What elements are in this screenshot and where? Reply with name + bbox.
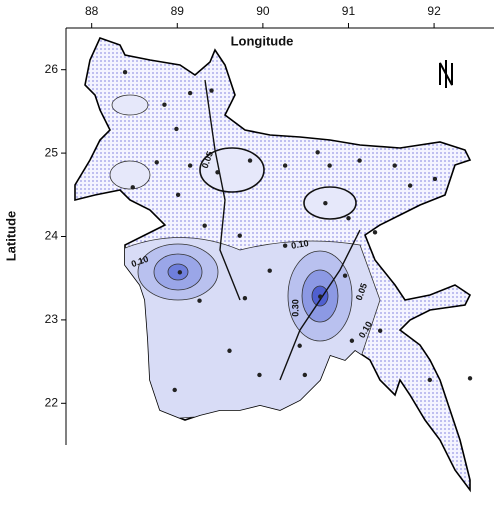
station: [342, 273, 348, 278]
station: [392, 163, 397, 168]
station: [202, 223, 207, 228]
station: [242, 296, 248, 301]
station: [175, 192, 181, 197]
station: [377, 328, 383, 333]
station: [122, 70, 128, 75]
x-axis-label: Longitude: [231, 33, 294, 48]
x-tick-label: 91: [342, 4, 356, 18]
station: [407, 183, 413, 188]
y-tick-label: 23: [45, 312, 59, 326]
station: [174, 126, 179, 132]
station: [187, 163, 193, 168]
station: [237, 233, 242, 238]
station: [267, 268, 272, 273]
x-tick-label: 92: [427, 4, 441, 18]
station: [372, 230, 378, 235]
station: [130, 185, 135, 190]
station: [427, 377, 432, 383]
station: [154, 160, 159, 165]
x-tick-label: 89: [171, 4, 185, 18]
x-tick-label: 90: [256, 4, 270, 18]
station: [297, 343, 302, 348]
station: [247, 158, 253, 163]
station: [187, 90, 193, 96]
x-tick-label: 88: [85, 4, 99, 18]
station: [318, 294, 323, 299]
contour-label: 0.30: [290, 299, 300, 317]
station: [227, 348, 232, 353]
y-tick-label: 24: [45, 229, 59, 243]
station: [197, 298, 202, 303]
station: [323, 200, 328, 206]
station: [327, 163, 332, 168]
station: [432, 176, 438, 182]
north-arrow: [439, 60, 453, 88]
station: [172, 387, 177, 393]
station: [315, 150, 320, 155]
station: [357, 158, 362, 163]
y-tick-label: 25: [45, 145, 59, 159]
y-axis-label: Latitude: [3, 211, 18, 262]
station: [346, 215, 351, 221]
station: [162, 102, 167, 107]
station: [257, 372, 262, 378]
station: [349, 338, 355, 343]
station: [177, 270, 183, 275]
station: [282, 243, 288, 248]
y-tick-label: 22: [45, 395, 59, 409]
station: [209, 88, 214, 93]
station: [467, 376, 473, 381]
station: [282, 163, 288, 168]
y-tick-label: 26: [45, 62, 59, 76]
contour-label: 0.10: [290, 238, 309, 251]
station: [215, 170, 220, 175]
station: [302, 372, 308, 378]
